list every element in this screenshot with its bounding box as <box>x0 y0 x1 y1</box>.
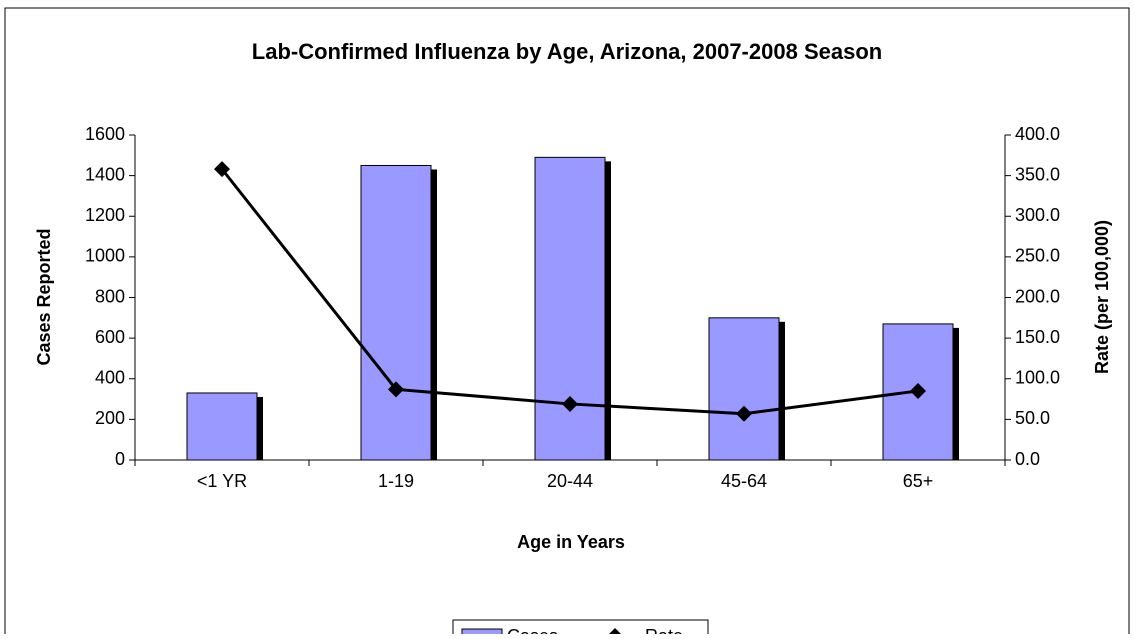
x-tick-label: 45-64 <box>721 471 767 491</box>
y-tick-label: 0 <box>115 449 125 469</box>
y-tick-label: 1000 <box>85 246 125 266</box>
y-axis-title: Cases Reported <box>34 228 54 365</box>
y2-tick-label: 100.0 <box>1015 368 1060 388</box>
legend-label: Cases <box>507 626 558 634</box>
x-tick-label: 65+ <box>903 471 934 491</box>
y-tick-label: 1600 <box>85 124 125 144</box>
y2-tick-label: 0.0 <box>1015 449 1040 469</box>
y2-tick-label: 150.0 <box>1015 327 1060 347</box>
y2-tick-label: 350.0 <box>1015 164 1060 184</box>
y-tick-label: 200 <box>95 408 125 428</box>
x-tick-label: 1-19 <box>378 471 414 491</box>
y2-tick-label: 300.0 <box>1015 205 1060 225</box>
x-tick-label: 20-44 <box>547 471 593 491</box>
y-tick-label: 1200 <box>85 205 125 225</box>
y-tick-label: 400 <box>95 368 125 388</box>
x-axis-title: Age in Years <box>517 532 625 552</box>
bar <box>534 156 606 461</box>
marker <box>388 381 404 398</box>
marker <box>910 382 926 399</box>
x-tick-label: <1 YR <box>197 471 247 491</box>
legend-label: Rate <box>645 626 683 634</box>
y-tick-label: 600 <box>95 327 125 347</box>
y2-tick-label: 250.0 <box>1015 246 1060 266</box>
y2-tick-label: 50.0 <box>1015 408 1050 428</box>
marker <box>214 161 230 178</box>
bar <box>360 164 432 461</box>
legend-swatch <box>461 628 503 639</box>
y2-axis-title: Rate (per 100,000) <box>1092 220 1112 374</box>
chart-title: Lab-Confirmed Influenza by Age, Arizona,… <box>252 39 882 64</box>
y-tick-label: 1400 <box>85 164 125 184</box>
marker <box>562 395 578 412</box>
y2-tick-label: 200.0 <box>1015 286 1060 306</box>
y2-tick-label: 400.0 <box>1015 124 1060 144</box>
bar <box>708 317 780 461</box>
bar <box>186 392 258 461</box>
y-tick-label: 800 <box>95 286 125 306</box>
marker <box>736 405 752 422</box>
